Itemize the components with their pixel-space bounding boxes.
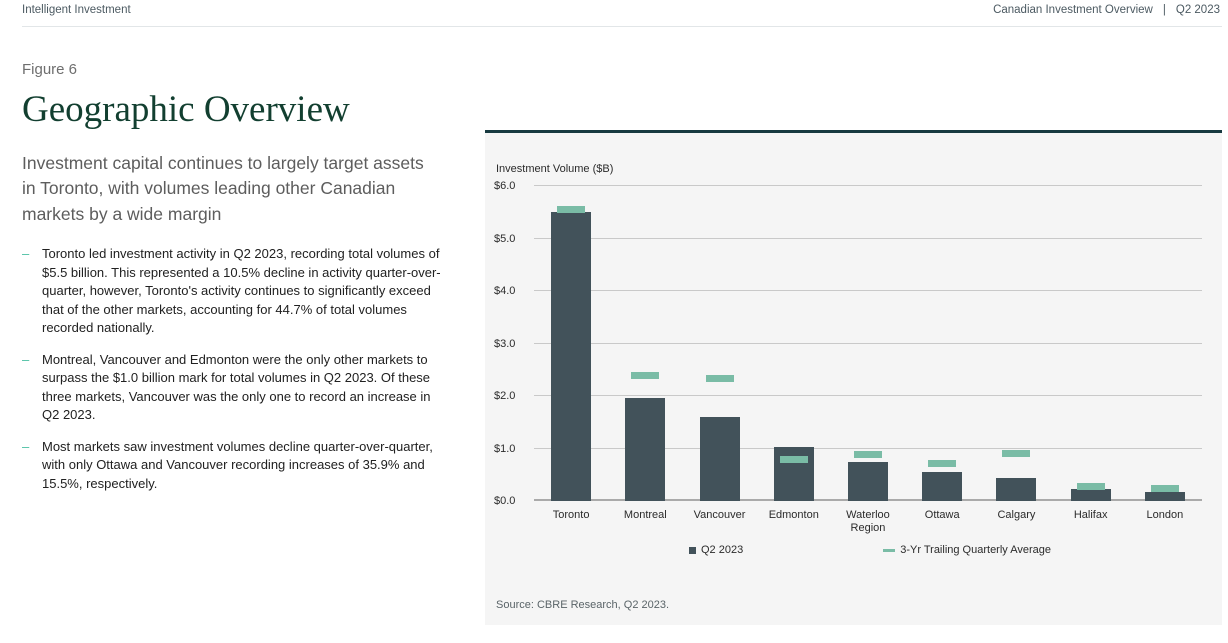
bar-chart: $0.0 $1.0 $2.0 $3.0 $4.0 $5.0 $6.0 bbox=[494, 180, 1202, 507]
y-tick-label: $6.0 bbox=[494, 180, 516, 192]
gridline-$4.0 bbox=[534, 290, 1202, 291]
header-right: Canadian Investment Overview | Q2 2023 bbox=[993, 4, 1220, 16]
bar-group-toronto bbox=[534, 186, 608, 501]
bar-group-montreal bbox=[608, 186, 682, 501]
bar-toronto bbox=[551, 212, 592, 501]
x-tick-label: London bbox=[1146, 509, 1184, 521]
bar-halifax bbox=[1070, 489, 1111, 501]
y-tick-label: $5.0 bbox=[494, 232, 516, 245]
subtitle: Investment capital continues to largely … bbox=[22, 152, 424, 224]
bar-group-waterloo-region bbox=[831, 186, 905, 501]
page-title: Geographic Overview bbox=[22, 89, 350, 130]
x-tick-label: Calgary bbox=[997, 509, 1036, 521]
chart-panel: Investment Volume ($B) $0.0 $1.0 $2.0 $3.0 $… bbox=[485, 130, 1222, 625]
bar-group-calgary bbox=[979, 186, 1053, 501]
y-tick-label: $3.0 bbox=[494, 337, 516, 350]
bar-group-vancouver bbox=[682, 186, 756, 501]
bar-waterloo-region bbox=[847, 461, 888, 501]
bar-ottawa bbox=[922, 471, 963, 501]
avg-marker-vancouver bbox=[705, 375, 734, 383]
chart-y-axis: $0.0 $1.0 $2.0 $3.0 $4.0 $5.0 $6.0 bbox=[494, 180, 534, 507]
avg-marker-ottawa bbox=[928, 460, 957, 468]
x-tick-label: Toronto bbox=[552, 509, 590, 521]
gridline-$2.0 bbox=[534, 395, 1202, 396]
legend-item-average: 3-Yr Trailing Quarterly Average bbox=[883, 544, 1051, 556]
gridline-$3.0 bbox=[534, 342, 1202, 344]
chart-axis-title: Investment Volume ($B) bbox=[496, 163, 614, 175]
y-tick-label: $4.0 bbox=[494, 285, 516, 297]
x-tick-label: Vancouver bbox=[693, 509, 746, 521]
chart-x-labels: Toronto Montreal Vancouver Edmonton Waterloo… bbox=[534, 509, 1202, 535]
gridline-$1.0 bbox=[534, 447, 1202, 449]
avg-marker-edmonton bbox=[779, 456, 808, 464]
bar-vancouver bbox=[699, 417, 740, 501]
legend-bar-swatch bbox=[689, 546, 696, 554]
bullet-text: Toronto led investment activity in Q2 20… bbox=[42, 246, 441, 336]
avg-marker-toronto bbox=[557, 205, 586, 213]
bar-group-halifax bbox=[1054, 186, 1128, 501]
bar-group-edmonton bbox=[757, 186, 831, 501]
bar-london bbox=[1144, 492, 1185, 501]
chart-plot bbox=[534, 185, 1202, 501]
bullet-item: – Toronto led investment activity in Q2 … bbox=[22, 245, 449, 338]
header-divider bbox=[22, 26, 1222, 27]
avg-marker-calgary bbox=[1002, 449, 1031, 457]
avg-marker-montreal bbox=[631, 372, 660, 380]
bar-edmonton bbox=[773, 446, 814, 501]
header-period: Q2 2023 bbox=[1175, 4, 1220, 16]
chart-legend: Q2 2023 3-Yr Trailing Quarterly Average bbox=[534, 544, 1202, 556]
legend-label: Q2 2023 bbox=[701, 544, 744, 556]
bullet-item: – Most markets saw investment volumes de… bbox=[22, 438, 449, 494]
bullet-text: Most markets saw investment volumes decl… bbox=[42, 438, 433, 491]
bullet-dash-icon: – bbox=[22, 246, 30, 262]
gridline-$6.0 bbox=[534, 185, 1202, 186]
bullet-dash-icon: – bbox=[22, 351, 30, 367]
avg-marker-london bbox=[1150, 484, 1179, 492]
bar-calgary bbox=[996, 478, 1037, 501]
bullet-list: – Toronto led investment activity in Q2 … bbox=[22, 245, 449, 493]
bar-group-ottawa bbox=[905, 186, 979, 501]
source-note: Source: CBRE Research, Q2 2023. bbox=[496, 599, 670, 611]
header-left-text: Intelligent Investment bbox=[22, 4, 131, 16]
bar-montreal bbox=[625, 397, 666, 501]
y-tick-label: $2.0 bbox=[494, 390, 516, 402]
bar-group-london bbox=[1128, 186, 1202, 501]
header-separator: | bbox=[1162, 4, 1166, 16]
legend-tick-swatch bbox=[883, 548, 896, 552]
bars-layer bbox=[534, 186, 1202, 501]
text-column: Figure 6 Geographic Overview Investment … bbox=[22, 61, 459, 506]
legend-item-q2: Q2 2023 bbox=[689, 544, 743, 556]
y-tick-label: $0.0 bbox=[494, 495, 516, 507]
legend-label: 3-Yr Trailing Quarterly Average bbox=[900, 544, 1052, 556]
x-tick-label: Edmonton bbox=[768, 509, 819, 521]
figure-label: Figure 6 bbox=[22, 61, 78, 78]
header-report-title: Canadian Investment Overview bbox=[993, 4, 1153, 16]
x-tick-label: Ottawa bbox=[924, 509, 960, 521]
bullet-dash-icon: – bbox=[22, 438, 30, 454]
x-tick-label: Montreal bbox=[623, 509, 667, 521]
y-tick-label: $1.0 bbox=[494, 442, 516, 455]
x-tick-label: Waterloo Region bbox=[846, 509, 890, 534]
bullet-text: Montreal, Vancouver and Edmonton were th… bbox=[42, 351, 431, 423]
avg-marker-waterloo-region bbox=[853, 450, 882, 458]
bullet-item: – Montreal, Vancouver and Edmonton were … bbox=[22, 351, 449, 425]
x-tick-label: Halifax bbox=[1073, 509, 1108, 521]
gridline-$5.0 bbox=[534, 237, 1202, 239]
avg-marker-halifax bbox=[1076, 482, 1105, 490]
